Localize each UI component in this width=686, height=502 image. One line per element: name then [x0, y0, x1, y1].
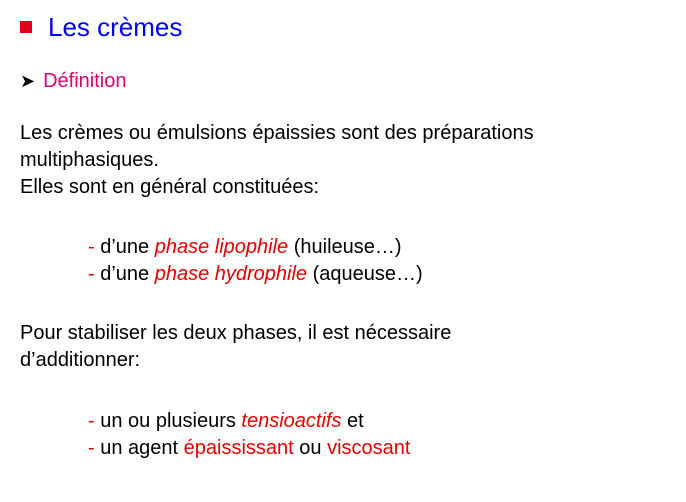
list-item: - d’une phase hydrophile (aqueuse…) — [88, 261, 423, 288]
dash: - — [88, 410, 101, 432]
term-highlight: viscosant — [327, 437, 411, 459]
stab-line-1: Pour stabiliser les deux phases, il est … — [20, 322, 452, 344]
arrow-bullet-icon: ➤ — [20, 71, 36, 91]
intro-line-3: Elles sont en général constituées: — [20, 176, 320, 198]
list-item: - d’une phase lipophile (huileuse…) — [88, 234, 423, 261]
dash: - — [88, 437, 101, 459]
square-bullet-icon — [20, 21, 32, 33]
list-text: un agent — [100, 437, 184, 459]
list-text: d’une — [100, 236, 155, 258]
term-highlight: épaississant — [183, 437, 294, 459]
list-text: et — [341, 410, 364, 432]
additive-list: - un ou plusieurs tensioactifs et - un a… — [88, 408, 410, 462]
list-text: ou — [293, 437, 328, 459]
intro-line-1: Les crèmes ou émulsions épaissies sont d… — [20, 122, 534, 144]
phase-list: - d’une phase lipophile (huileuse…) - d’… — [88, 234, 423, 288]
term-highlight: phase hydrophile — [154, 263, 308, 285]
list-text: un ou plusieurs — [100, 410, 242, 432]
term-highlight: phase lipophile — [154, 236, 289, 258]
subtitle: Définition — [43, 70, 127, 92]
stab-line-2: d’additionner: — [20, 349, 141, 371]
list-text: (huileuse…) — [288, 236, 402, 258]
stabilization-paragraph: Pour stabiliser les deux phases, il est … — [20, 320, 451, 374]
slide-title-row: Les crèmes — [20, 10, 182, 44]
intro-paragraph: Les crèmes ou émulsions épaissies sont d… — [20, 120, 534, 201]
list-text: d’une — [100, 263, 155, 285]
dash: - — [88, 236, 101, 258]
list-text: (aqueuse…) — [307, 263, 423, 285]
dash: - — [88, 263, 101, 285]
slide-title: Les crèmes — [48, 12, 183, 42]
term-highlight: tensioactifs — [241, 410, 342, 432]
list-item: - un agent épaississant ou viscosant — [88, 435, 410, 462]
subtitle-row: ➤ Définition — [20, 68, 126, 94]
intro-line-2: multiphasiques. — [20, 149, 159, 171]
list-item: - un ou plusieurs tensioactifs et — [88, 408, 410, 435]
